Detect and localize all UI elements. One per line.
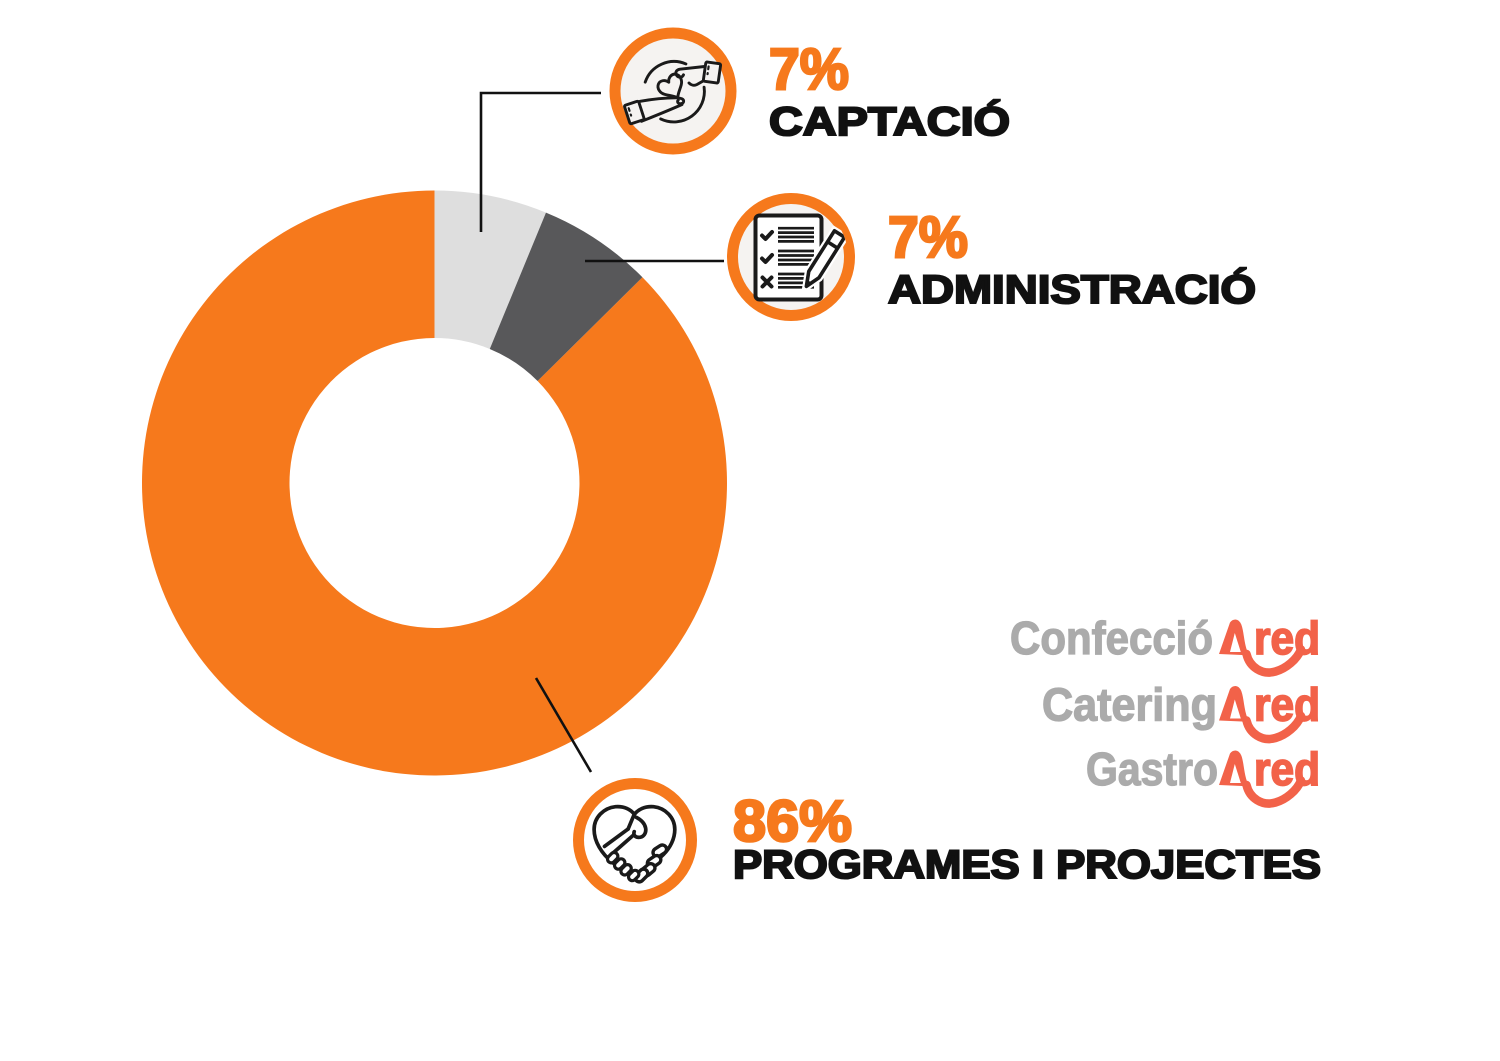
svg-text:CAPTACIÓ: CAPTACIÓ <box>769 98 1010 144</box>
svg-text:7%: 7% <box>888 205 968 270</box>
svg-text:ADMINISTRACIÓ: ADMINISTRACIÓ <box>888 266 1256 312</box>
svg-text:Gastro: Gastro <box>1086 743 1218 795</box>
svg-text:Catering: Catering <box>1042 679 1217 731</box>
svg-text:PROGRAMES I PROJECTES: PROGRAMES I PROJECTES <box>733 843 1321 887</box>
svg-text:Confecció: Confecció <box>1010 612 1213 664</box>
svg-text:86%: 86% <box>733 789 852 854</box>
svg-text:7%: 7% <box>769 37 849 102</box>
